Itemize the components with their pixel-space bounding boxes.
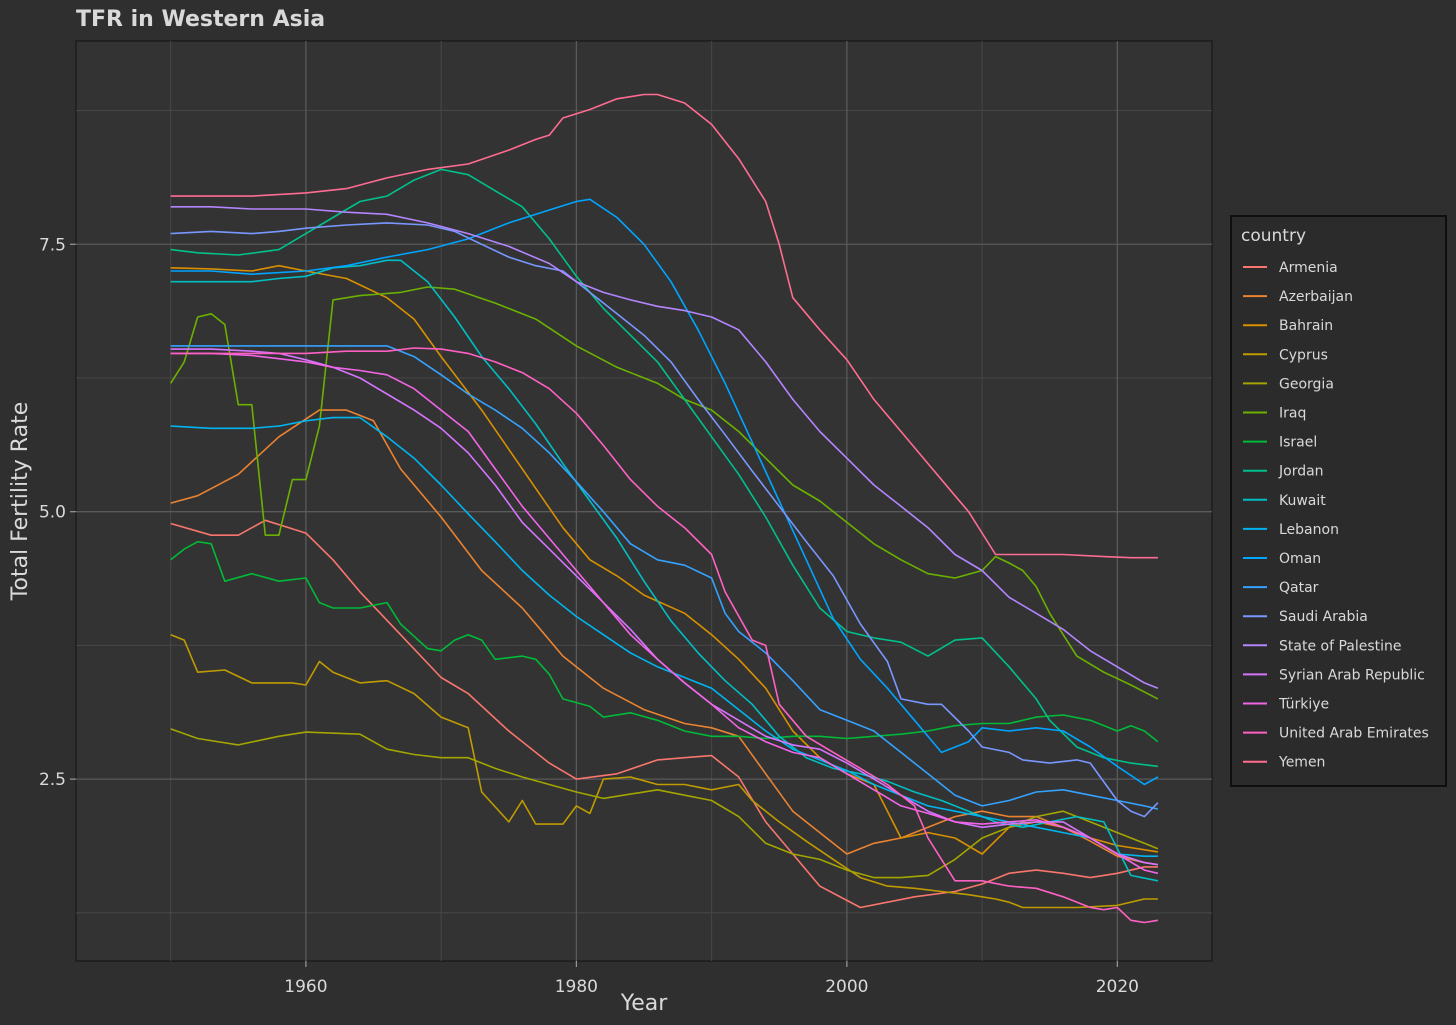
legend-label: Israel — [1279, 435, 1317, 451]
legend-label: State of Palestine — [1279, 638, 1402, 654]
legend-item-saudi-arabia: Saudi Arabia — [1243, 609, 1368, 625]
legend-label: Iraq — [1279, 406, 1306, 422]
legend-label: Oman — [1279, 551, 1321, 567]
series-line-jordan — [170, 168, 1158, 768]
legend-item-qatar: Qatar — [1243, 580, 1319, 596]
series-line-israel — [170, 540, 1159, 743]
legend-item-iraq: Iraq — [1243, 406, 1306, 422]
legend-item-state-of-palestine: State of Palestine — [1243, 638, 1402, 654]
chart-title: TFR in Western Asia — [76, 7, 325, 32]
legend-label: Cyprus — [1279, 347, 1328, 363]
plot-panel — [75, 40, 1213, 962]
legend-label: Qatar — [1279, 580, 1319, 596]
series-line-cyprus — [170, 633, 1158, 909]
series-line-iraq — [170, 286, 1159, 700]
legend-item-azerbaijan: Azerbaijan — [1243, 289, 1353, 305]
x-tick-label: 2020 — [1096, 977, 1139, 997]
x-tick-label: 1980 — [555, 977, 598, 997]
series-line-state-of-palestine — [170, 206, 1159, 689]
y-axis-label: Total Fertility Rate — [8, 402, 33, 601]
legend-label: United Arab Emirates — [1279, 726, 1429, 742]
axis-ticks: 1960 1980 2000 2020 2.5 5.0 7.5 — [39, 235, 1139, 997]
legend-item-t-rkiye: Türkiye — [1243, 697, 1329, 713]
y-tick-label: 5.0 — [39, 503, 66, 523]
x-axis-label: Year — [620, 991, 669, 1016]
y-tick-label: 7.5 — [39, 235, 66, 255]
legend-item-bahrain: Bahrain — [1243, 318, 1333, 334]
legend-label: Türkiye — [1278, 697, 1329, 713]
legend-item-lebanon: Lebanon — [1243, 522, 1339, 538]
legend-box — [1230, 215, 1447, 787]
legend-label: Syrian Arab Republic — [1279, 667, 1425, 683]
legend-item-oman: Oman — [1243, 551, 1321, 567]
legend-label: Azerbaijan — [1279, 289, 1353, 305]
legend-item-jordan: Jordan — [1243, 464, 1324, 480]
legend-item-yemen: Yemen — [1243, 755, 1325, 771]
series-line-united-arab-emirates — [170, 347, 1159, 924]
y-tick-label: 2.5 — [39, 770, 66, 790]
legend-label: Armenia — [1279, 260, 1338, 276]
legend-label: Jordan — [1278, 464, 1324, 480]
series-line-bahrain — [170, 264, 1159, 855]
legend-label: Yemen — [1278, 755, 1325, 771]
legend-label: Saudi Arabia — [1279, 609, 1368, 625]
legend-title: country — [1241, 226, 1306, 246]
legend-item-cyprus: Cyprus — [1243, 347, 1328, 363]
legend-item-israel: Israel — [1243, 435, 1317, 451]
legend-item-georgia: Georgia — [1243, 376, 1334, 392]
legend: country Armenia Azerbaijan Bahrain Cyprus Ge… — [1230, 215, 1447, 787]
series-layer — [170, 93, 1159, 924]
x-tick-label: 2000 — [825, 977, 868, 997]
series-line-yemen — [170, 93, 1158, 559]
legend-items: Armenia Azerbaijan Bahrain Cyprus Georgia Ira… — [1243, 260, 1429, 771]
legend-label: Lebanon — [1279, 522, 1339, 538]
series-line-armenia — [170, 519, 1158, 909]
legend-item-united-arab-emirates: United Arab Emirates — [1243, 726, 1429, 742]
series-line-t-rkiye — [170, 352, 1159, 875]
legend-label: Bahrain — [1279, 318, 1333, 334]
legend-label: Kuwait — [1279, 493, 1326, 509]
series-line-saudi-arabia — [170, 222, 1159, 818]
legend-item-armenia: Armenia — [1243, 260, 1338, 276]
series-line-kuwait — [170, 259, 1159, 882]
legend-item-kuwait: Kuwait — [1243, 493, 1326, 509]
legend-label: Georgia — [1279, 376, 1334, 392]
series-line-qatar — [170, 345, 1159, 810]
legend-item-syrian-arab-republic: Syrian Arab Republic — [1243, 667, 1425, 683]
series-line-oman — [170, 198, 1159, 786]
x-tick-label: 1960 — [284, 977, 327, 997]
